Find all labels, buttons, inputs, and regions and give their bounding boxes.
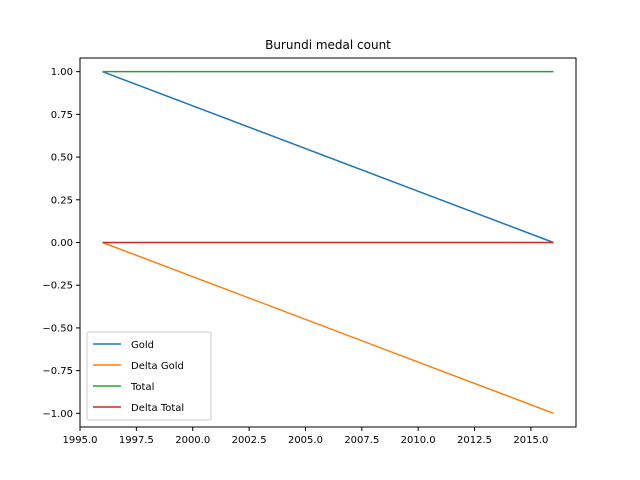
x-axis: 1995.0 1997.5 2000.0 2002.5 2005.0 2007.5 2010… xyxy=(63,427,548,446)
legend-label: Gold xyxy=(131,340,154,351)
y-tick-label: 0.75 xyxy=(51,110,73,121)
y-tick-label: −0.50 xyxy=(42,323,73,334)
chart-title: Burundi medal count xyxy=(265,38,391,52)
y-tick-label: −0.75 xyxy=(42,366,73,377)
y-axis: 1.00 0.75 0.50 0.25 0.00 −0.25 −0.50 −0.75 −1.00 xyxy=(42,67,80,420)
x-tick-label: 2010.0 xyxy=(401,435,436,446)
y-tick-label: 0.00 xyxy=(51,238,73,249)
x-tick-label: 1995.0 xyxy=(63,435,98,446)
y-tick-label: −1.00 xyxy=(42,409,73,420)
x-tick-label: 2007.5 xyxy=(344,435,379,446)
x-tick-label: 2002.5 xyxy=(232,435,267,446)
x-tick-label: 2005.0 xyxy=(288,435,323,446)
legend: Gold Delta Gold Total Delta Total xyxy=(86,331,212,421)
y-tick-label: 0.25 xyxy=(51,195,73,206)
x-tick-label: 1997.5 xyxy=(119,435,154,446)
x-tick-label: 2015.0 xyxy=(513,435,548,446)
legend-label: Delta Total xyxy=(131,403,184,414)
legend-label: Total xyxy=(130,382,154,393)
y-tick-label: 0.50 xyxy=(51,153,73,164)
legend-box xyxy=(86,331,212,421)
series-line-gold xyxy=(102,70,554,244)
x-tick-label: 2012.5 xyxy=(457,435,492,446)
series-layer xyxy=(102,70,554,415)
legend-label: Delta Gold xyxy=(131,361,184,372)
y-tick-label: 1.00 xyxy=(51,67,73,78)
x-tick-label: 2000.0 xyxy=(175,435,210,446)
y-tick-label: −0.25 xyxy=(42,281,73,292)
series-line-delta-gold xyxy=(102,241,554,415)
